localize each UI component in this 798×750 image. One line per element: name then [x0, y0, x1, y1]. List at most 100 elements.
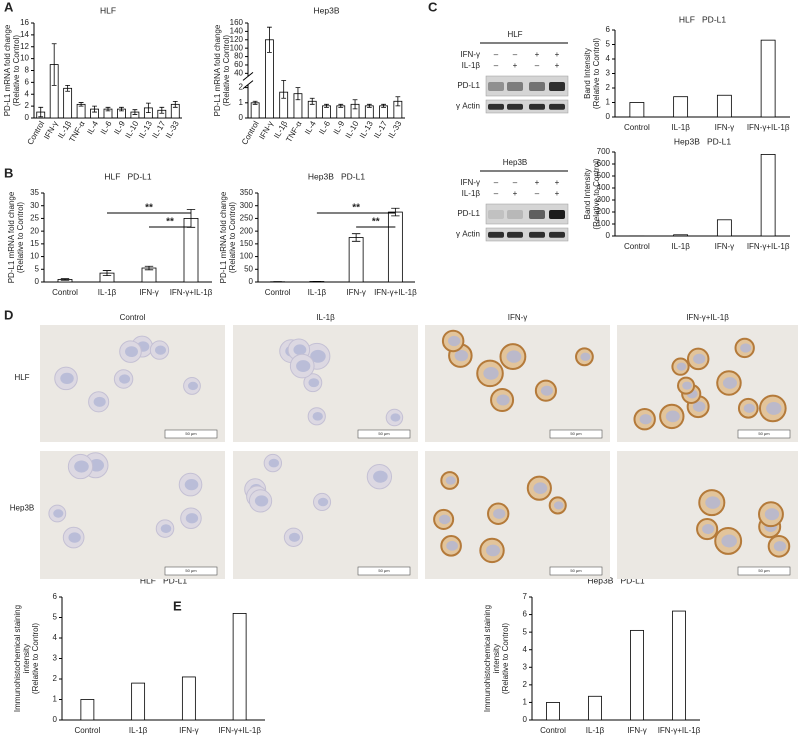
y-tick-label: 500: [597, 171, 611, 180]
ihc-column-label: IFN-γ+IL-1β: [686, 313, 729, 322]
scale-bar: [164, 429, 218, 439]
x-tick-label: IL-1β: [671, 242, 690, 251]
y-axis-label: PD-L1 mRNA fold change: [3, 24, 12, 116]
blot-background: [485, 227, 569, 242]
y-tick-label: 3: [53, 654, 58, 663]
y-axis-label: Band Intensity: [583, 48, 592, 99]
y-tick-label: 4: [53, 633, 58, 642]
y-tick-label: 200: [240, 226, 254, 235]
x-tick-label: IL-17: [372, 119, 389, 140]
error-bar: [65, 84, 71, 92]
y-axis-label: Band Intensity: [583, 169, 592, 220]
blot-band: [507, 82, 523, 91]
treatment-sign: +: [513, 61, 518, 70]
treatment-sign: +: [513, 189, 518, 198]
bar: [232, 613, 247, 721]
y-tick-label: 0: [25, 113, 30, 122]
x-tick-label: IFN-γ: [42, 120, 60, 141]
y-tick-label: 0: [35, 277, 40, 286]
blot-band: [488, 82, 504, 91]
y-axis-label: (Relative to Control): [592, 158, 601, 229]
y-tick-label: 1: [53, 695, 58, 704]
y-axis-label: (Relative to Control): [16, 202, 25, 273]
panel-letter: A: [4, 0, 14, 14]
chart-title: HLF PD-L1: [104, 171, 152, 181]
error-bar: [38, 106, 44, 118]
significance-label: **: [145, 203, 153, 214]
bar: [673, 96, 689, 118]
bar: [760, 39, 776, 118]
y-tick-label: 6: [53, 592, 58, 601]
x-tick-label: Control: [540, 726, 566, 735]
bar: [348, 237, 364, 283]
error-bar: [102, 270, 112, 277]
y-axis-label: PD-L1 mRNA fold change: [219, 191, 228, 283]
treatment-label: IL-1β: [462, 189, 481, 198]
blot-band: [488, 210, 504, 219]
nucleus: [580, 352, 591, 362]
blot-band: [549, 231, 565, 238]
blot-band: [507, 210, 523, 219]
y-tick-label: 160: [230, 18, 244, 27]
y-tick-label: 1: [523, 698, 528, 707]
panel-letter: E: [173, 598, 182, 613]
blot-band: [488, 231, 504, 238]
nucleus: [446, 540, 458, 551]
error-bar: [351, 233, 361, 242]
error-bar: [144, 265, 154, 271]
x-tick-label: IL-6: [99, 119, 114, 136]
nucleus: [705, 496, 721, 509]
x-tick-label: IFN-γ+IL-1β: [747, 123, 790, 132]
significance-label: **: [372, 217, 380, 228]
error-bar: [391, 207, 400, 217]
bar: [716, 94, 732, 118]
nucleus: [483, 366, 499, 380]
ihc-row-label: HLF: [14, 373, 29, 382]
nucleus: [506, 350, 522, 363]
y-tick-label: 250: [240, 214, 254, 223]
y-tick-label: 1: [606, 98, 611, 107]
x-tick-label: IFN-γ: [346, 288, 366, 297]
y-tick-label: 2: [53, 674, 58, 683]
ihc-image: [233, 325, 418, 442]
error-bar: [105, 106, 111, 112]
error-bar: [51, 43, 57, 86]
y-tick-label: 60: [234, 60, 243, 69]
blot-band: [549, 103, 565, 110]
blot-background: [485, 99, 569, 114]
y-tick-label: 200: [597, 207, 611, 216]
chart-title: HLF PD-L1: [679, 14, 727, 24]
y-tick-label: 4: [606, 54, 611, 63]
scale-bar: [357, 429, 411, 439]
treatment-sign: +: [555, 50, 560, 59]
y-tick-label: 3: [523, 662, 528, 671]
nucleus: [448, 335, 461, 347]
chart-title: Hep3B PD-L1: [674, 136, 731, 146]
blot-band: [529, 231, 545, 238]
y-tick-label: 25: [30, 214, 39, 223]
nucleus: [154, 345, 167, 355]
chart-title: HLF: [100, 5, 116, 15]
scale-bar: [737, 429, 791, 439]
x-tick-label: IFN-γ: [257, 120, 275, 141]
x-tick-label: IFN-γ+IL-1β: [170, 288, 213, 297]
y-axis-label: (Relative to Control): [31, 623, 40, 694]
y-tick-label: 0: [53, 715, 58, 724]
x-tick-label: IL-10: [344, 119, 361, 140]
scale-bar-label: 50 μm: [570, 568, 582, 573]
nucleus: [317, 497, 329, 507]
nucleus: [764, 508, 780, 521]
y-tick-label: 1: [239, 98, 244, 107]
x-tick-label: Control: [240, 119, 261, 146]
nucleus: [373, 470, 388, 483]
x-tick-label: IL-4: [85, 119, 100, 136]
nucleus: [766, 401, 782, 415]
error-bar: [352, 99, 358, 110]
scale-bar: [549, 429, 603, 439]
bar: [716, 219, 732, 237]
nucleus: [60, 372, 74, 385]
nucleus: [53, 509, 64, 518]
y-tick-label: 5: [606, 40, 611, 49]
significance-label: **: [352, 203, 360, 214]
nucleus: [312, 412, 323, 421]
